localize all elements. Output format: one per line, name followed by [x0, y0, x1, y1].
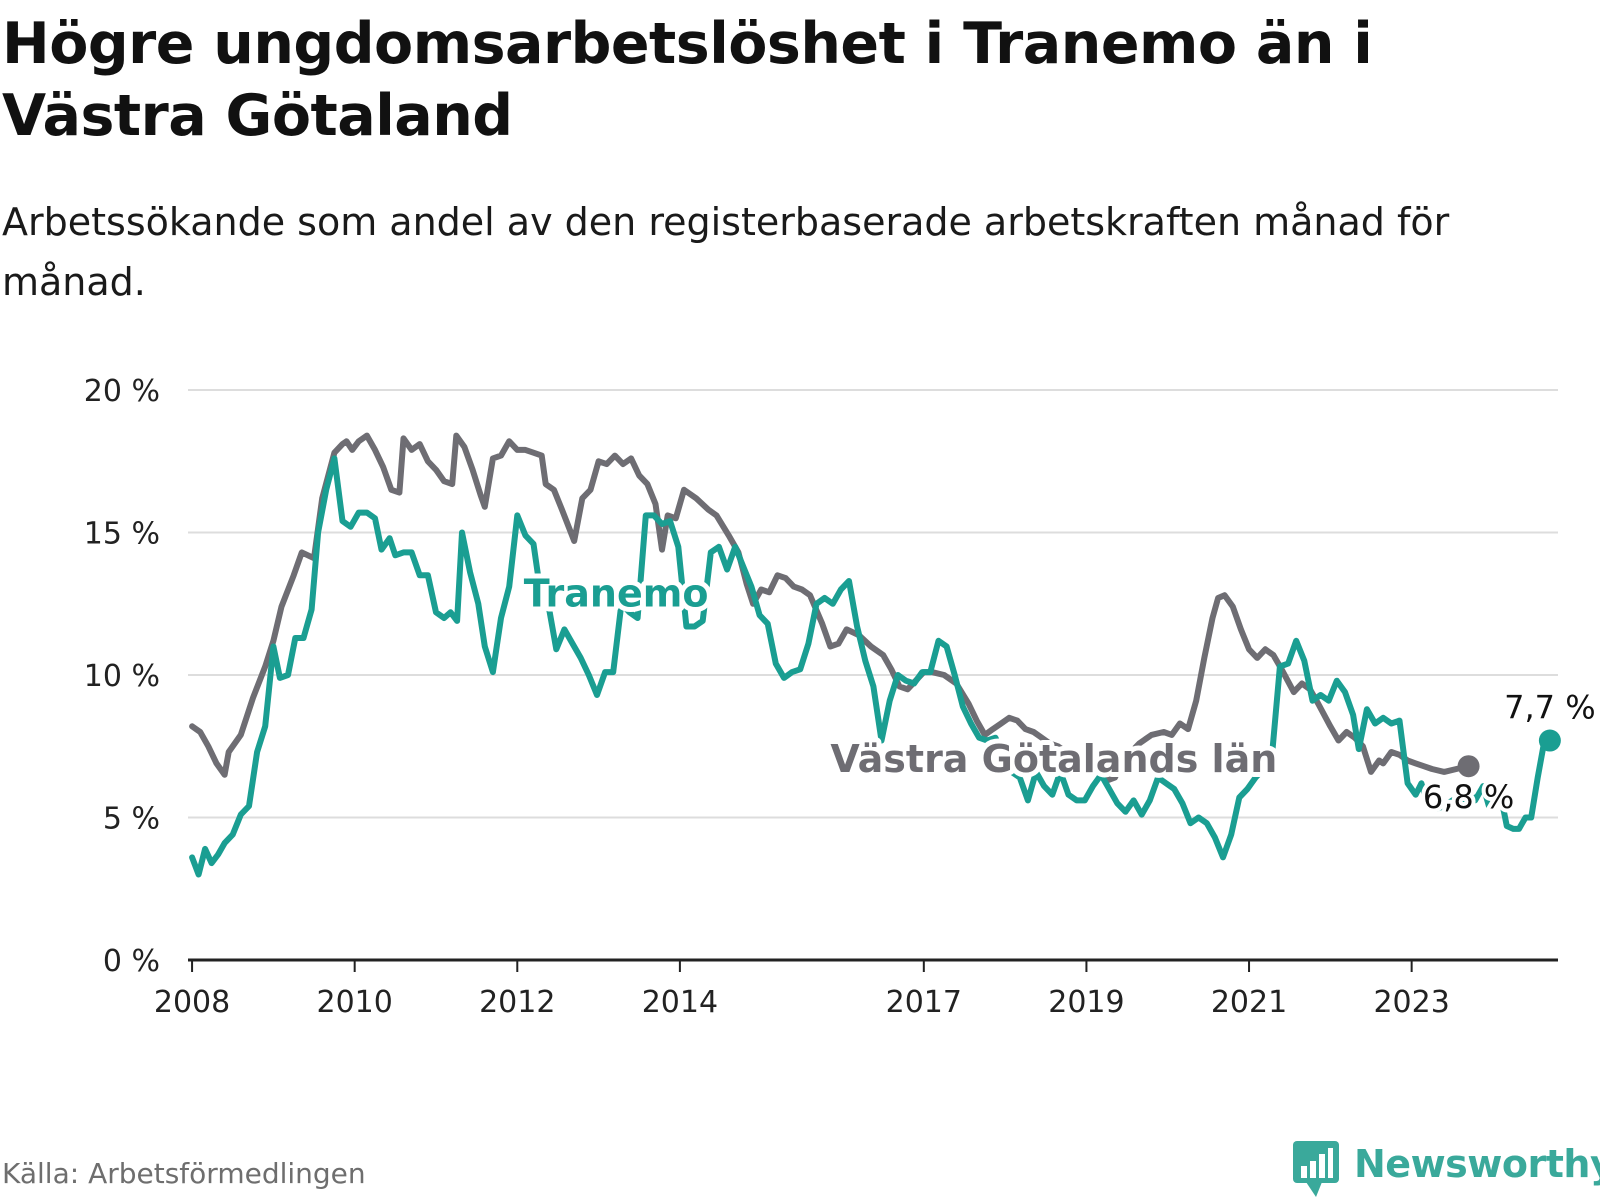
- x-tick-label: 2010: [316, 985, 392, 1020]
- brand-name: Newsworthy: [1354, 1142, 1600, 1186]
- chart-subtitle: Arbetssökande som andel av den registerb…: [2, 200, 1450, 304]
- chart-title: Högre ungdomsarbetslöshet i Tranemo än i…: [2, 11, 1373, 149]
- line-chart: 0 % 5 % 10 % 15 % 20 % 2008 2010 2012 2014 2017 20…: [83, 374, 1596, 1020]
- series-label-tranemo: Tranemo: [524, 572, 709, 616]
- end-label-vg: 6,8 %: [1423, 778, 1514, 816]
- source-note: Källa: Arbetsförmedlingen: [2, 1157, 366, 1190]
- y-tick-label: 10 %: [84, 659, 160, 694]
- x-tick-label: 2012: [479, 985, 555, 1020]
- newsworthy-logo[interactable]: Newsworthy: [1292, 1140, 1600, 1200]
- x-tick-label: 2023: [1373, 985, 1449, 1020]
- series-line-tranemo: [189, 455, 1553, 878]
- end-marker-tranemo: [1538, 729, 1561, 752]
- x-tick-label: 2021: [1211, 985, 1287, 1020]
- x-tick-label: 2019: [1048, 985, 1124, 1020]
- bar-chart-speech-bubble-icon: [1293, 1141, 1339, 1197]
- end-label-tranemo: 7,7 %: [1504, 689, 1595, 727]
- y-tick-label: 20 %: [84, 374, 160, 409]
- end-marker-vg: [1457, 755, 1480, 778]
- y-tick-label: 0 %: [103, 944, 160, 979]
- y-tick-label: 5 %: [103, 802, 160, 837]
- x-tick-label: 2014: [642, 985, 718, 1020]
- y-tick-label: 15 %: [84, 517, 160, 552]
- series-line-vg: [189, 432, 1472, 784]
- x-tick-label: 2017: [886, 985, 962, 1020]
- series-label-vg: Västra Götalands län: [830, 737, 1277, 781]
- x-tick-label: 2008: [154, 985, 230, 1020]
